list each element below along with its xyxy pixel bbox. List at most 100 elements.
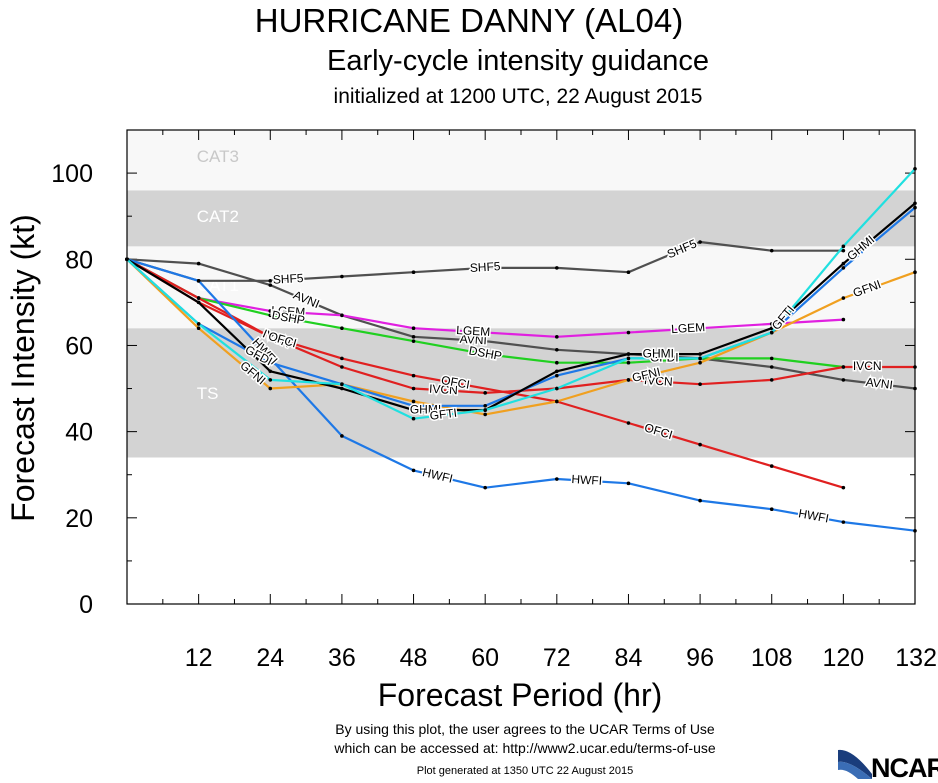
series-line-ofci bbox=[126, 258, 844, 489]
data-point-gfti bbox=[125, 257, 129, 262]
x-tick-label: 24 bbox=[256, 644, 284, 672]
data-point-ivcn bbox=[411, 386, 416, 391]
data-point-gfdi bbox=[411, 403, 416, 408]
series-line-hwfi bbox=[126, 258, 916, 532]
data-point-gfti bbox=[411, 416, 416, 421]
data-point-gfni bbox=[483, 412, 487, 417]
data-point-ofci bbox=[340, 356, 344, 361]
data-point-dshp bbox=[626, 360, 631, 365]
band-label-ts: TS bbox=[197, 384, 219, 403]
data-point-lgem bbox=[769, 322, 774, 326]
series-label-lgem: LGEM bbox=[671, 320, 706, 336]
x-tick-label: 72 bbox=[543, 644, 571, 672]
series-label-ghmi: GHMI bbox=[410, 402, 441, 416]
data-point-gfdi bbox=[555, 373, 559, 378]
data-point-dshp bbox=[411, 339, 416, 343]
data-point-dshp bbox=[555, 360, 559, 365]
generated-time: Plot generated at 1350 UTC 22 August 201… bbox=[416, 765, 634, 777]
data-point-dshp bbox=[483, 352, 487, 356]
intensity-bands bbox=[127, 130, 915, 458]
data-point-ghmi bbox=[913, 201, 917, 206]
series-label-shf5: SHF5 bbox=[469, 259, 501, 275]
data-point-gfti bbox=[841, 244, 846, 249]
data-point-ofci bbox=[769, 464, 774, 468]
x-tick-label: 96 bbox=[686, 644, 714, 672]
data-point-gfti bbox=[340, 382, 344, 387]
data-point-lgem bbox=[698, 326, 702, 331]
data-point-gfdi bbox=[913, 205, 917, 210]
x-tick-label: 12 bbox=[185, 644, 213, 672]
data-point-gfni bbox=[626, 378, 631, 382]
data-point-hwfi bbox=[698, 498, 702, 503]
data-point-gfni bbox=[411, 399, 416, 404]
data-point-hwfi bbox=[340, 434, 344, 438]
data-point-hwfi bbox=[913, 528, 917, 533]
y-tick-label: 40 bbox=[65, 419, 93, 447]
data-point-gfti bbox=[196, 322, 201, 326]
x-tick-label: 48 bbox=[400, 644, 428, 672]
data-point-ghmi bbox=[841, 261, 846, 266]
data-point-ivcn bbox=[913, 365, 917, 369]
band-ts bbox=[127, 328, 915, 458]
data-point-hwfi bbox=[769, 507, 774, 512]
series-label-gfti: GFTI bbox=[429, 406, 458, 423]
data-point-gfti bbox=[483, 408, 487, 412]
data-point-gfdi bbox=[268, 360, 273, 365]
data-point-ghmi bbox=[769, 326, 774, 331]
data-point-ivcn bbox=[698, 382, 702, 387]
data-point-avni bbox=[769, 365, 774, 369]
data-point-hwfi bbox=[196, 279, 201, 283]
series-label-shf5: SHF5 bbox=[272, 271, 304, 287]
x-tick-label: 84 bbox=[615, 644, 643, 672]
series-label-hwfi: HWFI bbox=[797, 506, 830, 525]
data-point-avni bbox=[841, 378, 846, 382]
series-label-hwfi: HWFI bbox=[571, 472, 602, 488]
ncar-logo-text: NCAR bbox=[871, 753, 938, 783]
y-tick-label: 60 bbox=[65, 332, 93, 360]
x-tick-label: 132 bbox=[895, 644, 937, 672]
data-point-hwfi bbox=[841, 520, 846, 524]
data-point-ghmi bbox=[268, 369, 273, 374]
data-point-avni bbox=[268, 283, 273, 287]
series-hwfi bbox=[125, 257, 917, 533]
series-label-hwfi: HWFI bbox=[421, 465, 454, 486]
data-point-shf5 bbox=[268, 279, 273, 283]
data-point-gfti bbox=[769, 330, 774, 335]
series-label-lgem: LGEM bbox=[456, 323, 491, 339]
data-point-dshp bbox=[769, 356, 774, 361]
data-point-gfni bbox=[913, 270, 917, 275]
series-label-ofci: OFCI bbox=[440, 373, 471, 392]
data-point-ofci bbox=[411, 373, 416, 378]
series-label-ghmi: GHMI bbox=[643, 346, 674, 360]
band-cat2 bbox=[127, 190, 915, 247]
data-point-ghmi bbox=[555, 369, 559, 374]
data-point-hwfi bbox=[483, 485, 487, 490]
data-point-gfdi bbox=[483, 403, 487, 408]
chart-init-time: initialized at 1200 UTC, 22 August 2015 bbox=[333, 85, 703, 108]
data-point-gfni bbox=[268, 386, 273, 391]
data-point-ghmi bbox=[340, 386, 344, 391]
data-point-ofci bbox=[698, 442, 702, 447]
x-tick-label: 120 bbox=[823, 644, 865, 672]
x-tick-label: 36 bbox=[328, 644, 356, 672]
series-label-lgem: LGEM bbox=[271, 303, 306, 319]
data-point-avni bbox=[555, 347, 559, 352]
data-point-shf5 bbox=[698, 240, 702, 244]
data-point-gfni bbox=[555, 399, 559, 404]
series-label-ivcn: IVCN bbox=[853, 359, 882, 373]
data-point-dshp bbox=[340, 326, 344, 331]
y-axis-label: Forecast Intensity (kt) bbox=[5, 214, 41, 522]
band-cat3 bbox=[127, 130, 915, 191]
data-point-gfni bbox=[196, 326, 201, 331]
data-point-lgem bbox=[268, 309, 273, 313]
band-cat1 bbox=[127, 246, 915, 329]
data-point-hwfi bbox=[555, 477, 559, 481]
data-point-ivcn bbox=[340, 365, 344, 369]
data-point-lgem bbox=[555, 335, 559, 339]
data-point-ofci bbox=[626, 421, 631, 425]
series-line-gfni bbox=[126, 258, 916, 416]
y-tick-label: 20 bbox=[65, 505, 93, 533]
data-point-avni bbox=[913, 386, 917, 391]
x-axis-label: Forecast Period (hr) bbox=[378, 677, 663, 713]
data-point-lgem bbox=[483, 330, 487, 335]
